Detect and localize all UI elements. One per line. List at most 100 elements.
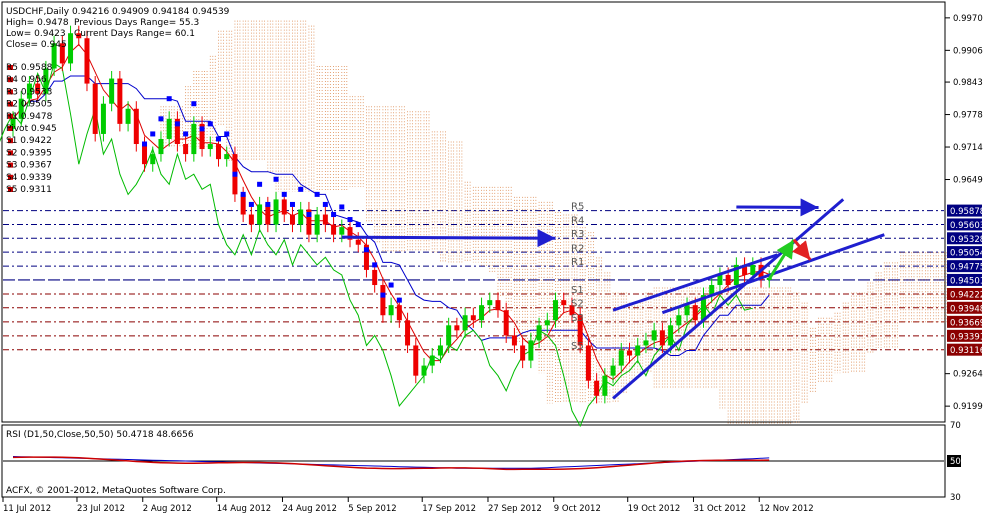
stop-marker: [199, 126, 205, 132]
candle-body: [462, 315, 468, 331]
stop-marker: [150, 131, 156, 137]
trendline: [612, 253, 778, 312]
candle-body: [413, 345, 419, 376]
tenkan-line: [12, 43, 770, 381]
candle-body: [676, 315, 682, 326]
level-price-box: [947, 232, 982, 245]
stop-marker: [339, 204, 345, 210]
pivot-level-tag: R4: [571, 216, 584, 227]
pivot-level-tag: R1: [571, 257, 584, 268]
candle-body: [207, 144, 213, 150]
candle-body: [577, 315, 583, 346]
pivot-level-tag: S1: [571, 285, 584, 296]
candle-body: [561, 300, 567, 306]
rsi-50-box: [947, 455, 961, 467]
candle-body: [240, 194, 246, 215]
legend-item: S4 0.9339: [6, 173, 52, 183]
level-price-box: [947, 315, 982, 328]
rsi-line: [12, 456, 770, 471]
legend-marker: [8, 89, 13, 95]
legend-item: R2 0.9505: [6, 100, 52, 110]
pivot-level-tag: S2: [571, 299, 584, 310]
candle-body: [446, 325, 452, 346]
level-price-label: 0.93669: [950, 318, 983, 328]
pivot-level-tag: R3: [571, 229, 584, 240]
rsi-y-label: 50: [950, 457, 961, 467]
candle-body: [372, 269, 378, 286]
x-tick-label: 2 Aug 2012: [143, 504, 192, 514]
stop-marker: [298, 186, 304, 192]
stop-marker: [232, 171, 238, 177]
level-price-label: 0.94775: [950, 263, 983, 273]
x-tick-label: 31 Oct 2012: [693, 504, 746, 514]
level-price-label: 0.93391: [950, 332, 983, 342]
legend-marker: [8, 150, 13, 156]
x-tick-label: 17 Sep 2012: [422, 504, 476, 514]
stop-marker: [347, 217, 353, 223]
candle-body: [610, 365, 616, 376]
candle-body: [692, 305, 698, 321]
x-tick-label: 12 Nov 2012: [759, 504, 813, 514]
candle-body: [544, 320, 550, 326]
level-price-label: 0.95603: [950, 221, 983, 231]
x-tick-label: 14 Aug 2012: [217, 504, 271, 514]
candle-body: [43, 68, 49, 94]
candle-body: [166, 118, 172, 139]
level-price-box: [947, 204, 982, 217]
candle-body: [635, 345, 641, 356]
candle-body: [216, 144, 221, 160]
candle-body: [257, 204, 263, 225]
candle-body: [479, 305, 485, 321]
candle-body: [651, 330, 657, 341]
level-price-box: [947, 287, 982, 300]
candle-body: [347, 227, 353, 240]
candle-body: [265, 204, 271, 225]
candle-body: [405, 320, 411, 346]
candle-body: [289, 214, 295, 225]
stop-marker: [224, 131, 230, 137]
candle-body: [125, 108, 131, 124]
candle-body: [569, 305, 575, 316]
x-tick-label: 11 Jul 2012: [3, 504, 51, 514]
candle-body: [18, 98, 24, 119]
candle-body: [700, 295, 706, 321]
legend-item: R5 0.9588: [6, 63, 53, 73]
candle-body: [602, 375, 608, 396]
candle-body: [306, 209, 312, 235]
candle-body: [117, 78, 123, 124]
candle-body: [314, 214, 320, 235]
candle-body: [380, 285, 386, 316]
green-arrow: [767, 238, 796, 280]
candle-body: [750, 264, 756, 275]
candle-body: [183, 144, 189, 155]
candle-body: [281, 199, 287, 215]
level-price-label: 0.94501: [950, 276, 983, 286]
level-price-box: [947, 246, 982, 259]
stop-marker: [257, 181, 263, 187]
candle-body: [109, 78, 115, 104]
copyright: ACFX, © 2001-2012, MetaQuotes Software C…: [6, 486, 226, 496]
red-arrow: [791, 238, 812, 261]
legend-item: S1 0.9422: [6, 136, 52, 146]
candle-body: [725, 274, 731, 286]
candle-body: [84, 38, 90, 84]
level-price-box: [947, 273, 982, 286]
candle-body: [495, 300, 501, 311]
level-price-label: 0.93948: [950, 304, 983, 314]
legend-marker: [8, 174, 13, 180]
candle-body: [92, 83, 98, 134]
x-tick-label: 19 Oct 2012: [628, 504, 681, 514]
stop-marker: [174, 121, 180, 127]
x-tick-label: 9 Oct 2012: [554, 504, 601, 514]
header-high: High= 0.9478: [6, 18, 69, 28]
level-price-box: [947, 343, 982, 356]
rsi-panel-frame: [1, 424, 946, 498]
stop-marker: [240, 191, 246, 197]
pivot-level-tag: S5: [571, 341, 584, 352]
candle-body: [224, 154, 230, 160]
x-tick-label: 27 Sep 2012: [488, 504, 542, 514]
candle-body: [470, 315, 476, 321]
y-tick-label: 0.96495: [953, 176, 983, 186]
candle-body: [709, 285, 715, 296]
level-price-box: [947, 329, 982, 342]
